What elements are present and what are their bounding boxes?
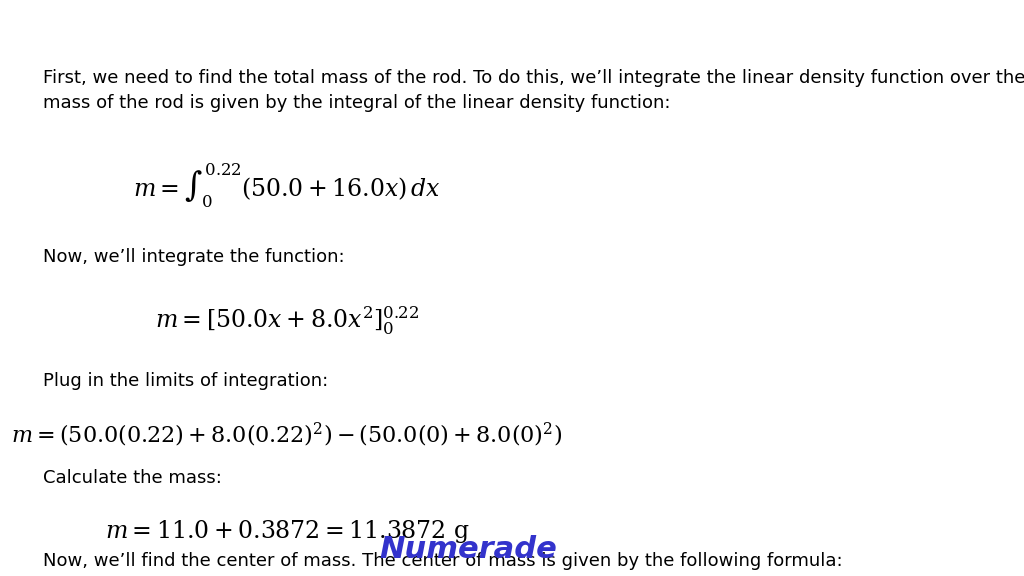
Text: $m = (50.0(0.22) + 8.0(0.22)^2) - (50.0(0) + 8.0(0)^2)$: $m = (50.0(0.22) + 8.0(0.22)^2) - (50.0(… bbox=[11, 420, 562, 449]
Text: Plug in the limits of integration:: Plug in the limits of integration: bbox=[43, 372, 329, 389]
Text: $m = 11.0 + 0.3872 = 11.3872\ \mathrm{g}$: $m = 11.0 + 0.3872 = 11.3872\ \mathrm{g}… bbox=[104, 518, 469, 545]
Text: Now, we’ll integrate the function:: Now, we’ll integrate the function: bbox=[43, 248, 345, 266]
Text: $m = \int_{0}^{0.22} (50.0 + 16.0x)\,dx$: $m = \int_{0}^{0.22} (50.0 + 16.0x)\,dx$ bbox=[133, 161, 440, 210]
Text: First, we need to find the total mass of the rod. To do this, we’ll integrate th: First, we need to find the total mass of… bbox=[43, 69, 1024, 112]
Text: $m = \left[50.0x + 8.0x^2\right]_{0}^{0.22}$: $m = \left[50.0x + 8.0x^2\right]_{0}^{0.… bbox=[155, 305, 419, 338]
Text: Now, we’ll find the center of mass. The center of mass is given by the following: Now, we’ll find the center of mass. The … bbox=[43, 552, 843, 570]
Text: Numerade: Numerade bbox=[379, 536, 557, 564]
Text: Calculate the mass:: Calculate the mass: bbox=[43, 469, 222, 487]
